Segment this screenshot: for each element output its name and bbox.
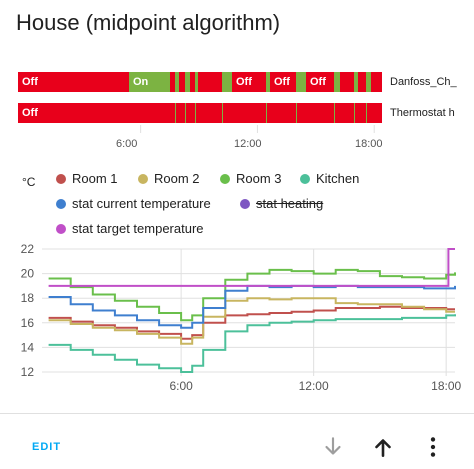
x-tick-label: 18:00 bbox=[431, 379, 461, 393]
timeline-segment-label: Off bbox=[236, 76, 252, 88]
y-tick-label: 14 bbox=[21, 340, 35, 354]
legend-item-stat-target[interactable]: stat target temperature bbox=[56, 221, 204, 236]
legend-label: Room 3 bbox=[236, 171, 282, 186]
timeline-segment-off[interactable]: Off bbox=[18, 72, 129, 92]
legend-dot bbox=[56, 199, 66, 209]
card-title: House (midpoint algorithm) bbox=[16, 10, 281, 35]
timeline-row-danfoss[interactable]: Off On Off Off Off bbox=[18, 72, 382, 92]
legend-item-stat-current[interactable]: stat current temperature bbox=[56, 196, 211, 211]
timeline-segment-off[interactable]: Off bbox=[232, 72, 266, 92]
x-tick-label: 6:00 bbox=[169, 379, 193, 393]
timeline-segment-off[interactable] bbox=[371, 72, 382, 92]
timeline-segment-label: Off bbox=[22, 76, 38, 88]
legend-dot bbox=[138, 174, 148, 184]
timeline-row-thermostat[interactable]: Off bbox=[18, 103, 382, 123]
legend-item-stat-heating[interactable]: stat heating bbox=[240, 196, 323, 211]
x-tick-label: 12:00 bbox=[299, 379, 329, 393]
y-tick-label: 20 bbox=[21, 267, 35, 281]
timeline-tick-6: 6:00 bbox=[116, 138, 138, 150]
series-line-room-1 bbox=[48, 305, 455, 340]
series-line-stat-target-temperature bbox=[48, 248, 455, 287]
legend-dot bbox=[56, 174, 66, 184]
timeline-segment-on[interactable] bbox=[185, 103, 186, 123]
timeline-segment-off[interactable] bbox=[179, 72, 185, 92]
timeline-segment-on[interactable] bbox=[185, 72, 190, 92]
arrow-down-icon[interactable] bbox=[320, 434, 346, 460]
timeline-label-thermostat: Thermostat h bbox=[390, 107, 455, 119]
series-line-room-3 bbox=[48, 268, 456, 322]
legend-label: stat target temperature bbox=[72, 221, 204, 236]
timeline-segment-on[interactable] bbox=[334, 103, 335, 123]
timeline-segment-on[interactable] bbox=[296, 103, 297, 123]
timeline-tick-18: 18:00 bbox=[355, 138, 383, 150]
temperature-chart[interactable]: 22 20 18 16 14 12 6:00 12:00 18:00 bbox=[0, 240, 474, 400]
legend-label: stat heating bbox=[256, 196, 324, 211]
more-vertical-icon[interactable] bbox=[420, 434, 446, 460]
legend-item-room3[interactable]: Room 3 bbox=[220, 171, 282, 186]
timeline-segment-label: Off bbox=[310, 76, 326, 88]
timeline-segment-on[interactable] bbox=[175, 103, 176, 123]
timeline-segment-on[interactable]: On bbox=[129, 72, 170, 92]
timeline-segment-off[interactable] bbox=[198, 72, 222, 92]
timeline-segment-off[interactable] bbox=[190, 72, 195, 92]
timeline-segment-on[interactable] bbox=[222, 103, 223, 123]
legend-item-room1[interactable]: Room 1 bbox=[56, 171, 118, 186]
timeline-segment-off[interactable]: Off bbox=[306, 72, 334, 92]
timeline-segment-on[interactable] bbox=[195, 72, 198, 92]
legend-dot bbox=[220, 174, 230, 184]
timeline-label-danfoss: Danfoss_Ch_ bbox=[390, 76, 457, 88]
legend-dot bbox=[300, 174, 310, 184]
series-line-room-2 bbox=[48, 297, 455, 345]
timeline-segment-on[interactable] bbox=[222, 72, 232, 92]
timeline-segment-on[interactable] bbox=[334, 72, 340, 92]
edit-button[interactable]: EDIT bbox=[32, 441, 62, 453]
timeline-segment-label: On bbox=[133, 76, 149, 88]
timeline-axis bbox=[140, 125, 375, 133]
timeline-segment-on[interactable] bbox=[266, 72, 270, 92]
legend-dot bbox=[240, 199, 250, 209]
legend-label: stat current temperature bbox=[72, 196, 211, 211]
timeline-segment-off[interactable]: Off bbox=[270, 72, 296, 92]
series-line-stat-current-temperature bbox=[48, 284, 456, 329]
legend-label: Room 2 bbox=[154, 171, 200, 186]
timeline-segment-on[interactable] bbox=[296, 72, 306, 92]
arrow-up-icon[interactable] bbox=[370, 434, 396, 460]
y-tick-label: 12 bbox=[21, 365, 35, 379]
y-tick-label: 22 bbox=[21, 242, 35, 256]
timeline-segment-on[interactable] bbox=[354, 72, 358, 92]
timeline-segment-label: Off bbox=[274, 76, 290, 88]
y-tick-label: 16 bbox=[21, 316, 35, 330]
y-tick-label: 18 bbox=[21, 291, 35, 305]
legend-item-kitchen[interactable]: Kitchen bbox=[300, 171, 359, 186]
timeline-segment-on[interactable] bbox=[175, 72, 179, 92]
legend-label: Room 1 bbox=[72, 171, 118, 186]
legend-label: Kitchen bbox=[316, 171, 360, 186]
timeline-segment-label: Off bbox=[22, 107, 38, 119]
timeline-segment-on[interactable] bbox=[354, 103, 355, 123]
timeline-segment-off[interactable] bbox=[358, 72, 366, 92]
series-line-kitchen bbox=[48, 314, 456, 373]
legend-dot bbox=[56, 224, 66, 234]
timeline-segment-on[interactable] bbox=[266, 103, 267, 123]
timeline-segment-on[interactable] bbox=[366, 72, 371, 92]
timeline-segment-on[interactable] bbox=[366, 103, 367, 123]
timeline-segment-off[interactable]: Off bbox=[18, 103, 382, 123]
legend-item-room2[interactable]: Room 2 bbox=[138, 171, 200, 186]
timeline-segment-off[interactable] bbox=[340, 72, 354, 92]
unit-label: °C bbox=[22, 175, 36, 189]
timeline-segment-on[interactable] bbox=[195, 103, 196, 123]
card-divider bbox=[0, 413, 474, 414]
timeline-segment-off[interactable] bbox=[170, 72, 175, 92]
timeline-tick-12: 12:00 bbox=[234, 138, 262, 150]
